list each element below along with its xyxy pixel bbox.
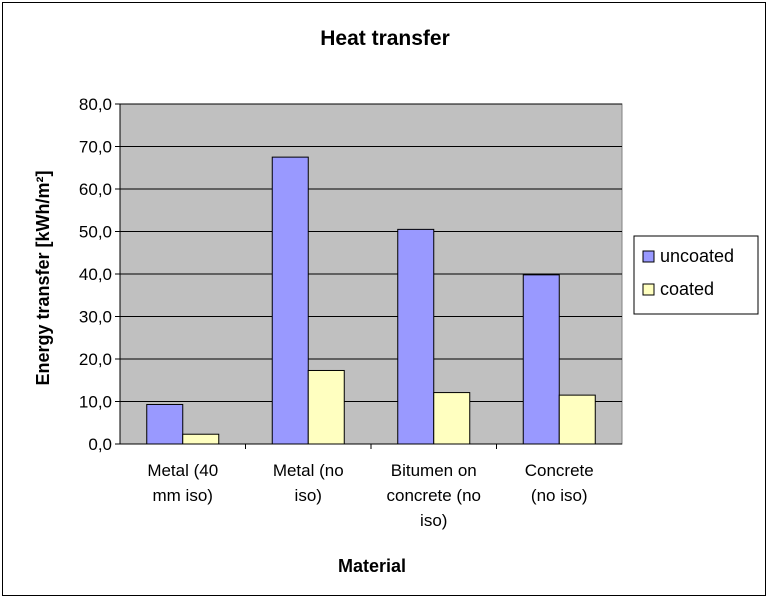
- y-tick-label: 60,0: [79, 180, 112, 199]
- y-tick-label: 10,0: [79, 393, 112, 412]
- legend-label-uncoated: uncoated: [660, 246, 734, 266]
- legend-swatch-uncoated: [642, 250, 655, 263]
- y-axis-title: Energy transfer [kWh/m²]: [33, 170, 53, 385]
- y-tick-label: 50,0: [79, 223, 112, 242]
- x-category-label: Metal (no iso): [273, 461, 344, 505]
- bar-coated-2: [307, 369, 345, 445]
- bar-uncoated-2: [271, 156, 309, 445]
- bar-coated-3: [433, 392, 471, 445]
- y-tick-label: 80,0: [79, 95, 112, 114]
- y-tick-label: 70,0: [79, 138, 112, 157]
- legend: uncoated coated: [633, 235, 759, 315]
- x-axis-title: Material: [338, 556, 406, 576]
- legend-swatch-coated: [642, 283, 655, 296]
- chart-title: Heat transfer: [320, 27, 450, 50]
- legend-label-coated: coated: [660, 279, 714, 299]
- y-tick-label: 0,0: [88, 435, 112, 454]
- bar-uncoated-1: [146, 403, 184, 445]
- y-tick-label: 30,0: [79, 308, 112, 327]
- bar-coated-4: [558, 394, 596, 445]
- bar-coated-1: [182, 433, 220, 445]
- y-tick-label: 20,0: [79, 350, 112, 369]
- legend-box: [633, 235, 759, 315]
- x-category-label: Bitumen on concrete (no iso): [387, 461, 482, 530]
- x-category-label: Concrete (no iso): [525, 461, 594, 505]
- y-tick-label: 40,0: [79, 265, 112, 284]
- x-category-label: Metal (40 mm iso): [147, 461, 218, 505]
- bar-uncoated-3: [397, 228, 435, 445]
- bar-uncoated-4: [522, 274, 560, 445]
